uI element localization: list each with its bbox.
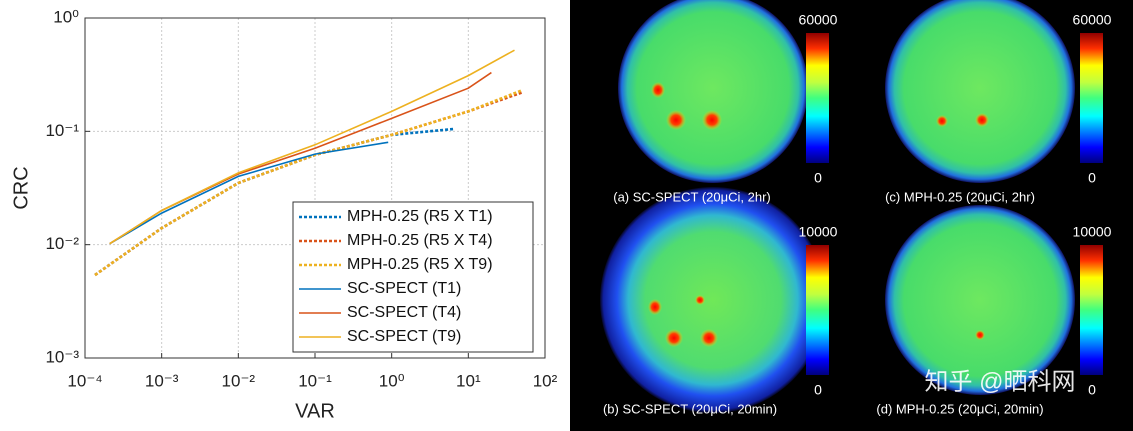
legend: MPH-0.25 (R5 X T1) MPH-0.25 (R5 X T4) MPH-… [292, 201, 534, 353]
legend-box [292, 201, 534, 353]
colorbar [806, 33, 829, 163]
colorbar [1080, 33, 1103, 163]
y-tick-label: 10⁻² [45, 234, 79, 253]
x-axis-label: VAR [295, 400, 335, 422]
colorbar [1080, 245, 1103, 375]
hot-spot [695, 295, 705, 305]
hot-spot [648, 299, 662, 315]
hot-spot [700, 329, 718, 347]
x-tick-label: 10² [533, 371, 558, 390]
y-tick-label: 10⁻³ [45, 347, 79, 366]
colorbar-min-label: 0 [814, 170, 822, 186]
colorbar [806, 245, 829, 375]
y-axis-label: CRC [10, 166, 32, 209]
series-line [109, 141, 389, 245]
legend-label: MPH-0.25 (R5 X T1) [347, 208, 493, 225]
image-panels: 60000 0 (a) SC-SPECT (20μCi, 2hr) 60000 0 (c)… [600, 0, 1112, 416]
hot-spot [975, 330, 985, 340]
axes-frame [84, 17, 546, 359]
legend-label: SC-SPECT (T1) [347, 280, 461, 297]
colorbar-min-label: 0 [1088, 170, 1096, 186]
x-tick-label: 10⁰ [379, 371, 405, 390]
chart: 10⁻⁴ 10⁻³ 10⁻² 10⁻¹ 10⁰ 10¹ 10² 10⁻³ 10⁻² 10⁻¹ 10⁰… [10, 7, 557, 422]
panel-caption: (b) SC-SPECT (20μCi, 20min) [603, 401, 777, 416]
phantom-image [885, 0, 1075, 183]
panel-caption: (a) SC-SPECT (20μCi, 2hr) [613, 189, 771, 204]
x-tick-label: 10⁻¹ [298, 371, 332, 390]
colorbar-min-label: 0 [1088, 382, 1096, 398]
legend-label: MPH-0.25 (R5 X T4) [347, 232, 493, 249]
y-tick-label: 10⁻¹ [45, 121, 79, 140]
colorbar-min-label: 0 [814, 382, 822, 398]
hot-spot [665, 329, 683, 347]
y-tick-label: 10⁰ [53, 7, 79, 26]
colorbar-max-label: 60000 [799, 12, 838, 28]
phantom-image [618, 0, 808, 183]
hot-spot [666, 110, 686, 130]
phantom-image [600, 187, 826, 413]
hot-spot [975, 113, 989, 127]
x-tick-label: 10¹ [456, 371, 481, 390]
hot-spot [702, 110, 722, 130]
phantom-image [885, 205, 1075, 395]
colorbar-max-label: 10000 [799, 224, 838, 240]
hot-spot [936, 115, 948, 127]
colorbar-max-label: 10000 [1073, 224, 1112, 240]
legend-label: SC-SPECT (T4) [347, 304, 461, 321]
legend-label: SC-SPECT (T9) [347, 328, 461, 345]
hot-spot [651, 82, 665, 98]
legend-label: MPH-0.25 (R5 X T9) [347, 256, 493, 273]
panel-caption: (c) MPH-0.25 (20μCi, 2hr) [885, 189, 1035, 204]
watermark: 知乎 @晒科网 [924, 368, 1075, 395]
panel-caption: (d) MPH-0.25 (20μCi, 20min) [876, 401, 1043, 416]
x-tick-label: 10⁻³ [145, 371, 179, 390]
x-tick-label: 10⁻⁴ [67, 371, 102, 390]
colorbar-max-label: 60000 [1073, 12, 1112, 28]
x-tick-label: 10⁻² [222, 371, 256, 390]
series-line [109, 49, 515, 245]
